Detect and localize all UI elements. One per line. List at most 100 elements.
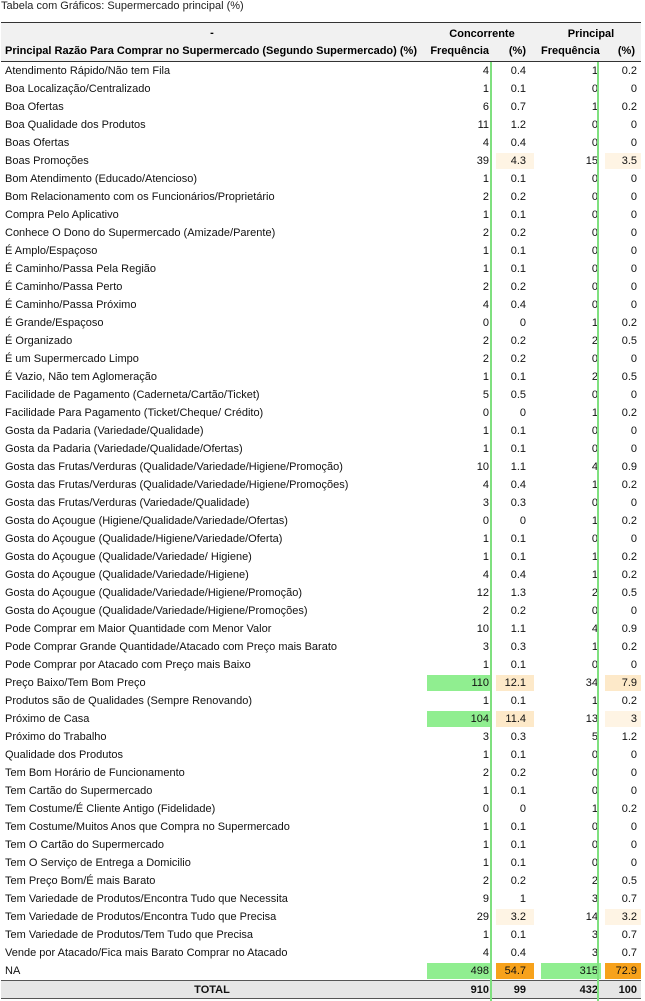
cell-pct-principal: 0.2 <box>621 695 637 707</box>
table-row[interactable]: Preço Baixo/Tem Bom Preço 110 12.1 34 7.9 <box>1 674 641 692</box>
table-row[interactable]: É Amplo/Espaçoso 1 0.1 0 0 <box>1 242 641 260</box>
cell-freq-concorrente: 1 <box>482 209 489 221</box>
cell-freq-concorrente: 0 <box>482 515 489 527</box>
row-label: Facilidade Para Pagamento (Ticket/Cheque… <box>5 407 264 419</box>
header-group-principal[interactable]: Principal <box>567 28 615 40</box>
cell-freq-concorrente: 1 <box>482 839 489 851</box>
cell-pct-principal: 0.2 <box>621 407 637 419</box>
table-row[interactable]: Pode Comprar em Maior Quantidade com Men… <box>1 620 641 638</box>
table-row[interactable]: Gosta das Frutas/Verduras (Variedade/Qua… <box>1 494 641 512</box>
table-row[interactable]: É Vazio, Não tem Aglomeração 1 0.1 2 0.5 <box>1 368 641 386</box>
cell-pct-concorrente: 0.1 <box>510 425 526 437</box>
cell-highlight <box>496 711 534 727</box>
cell-pct-concorrente: 54.7 <box>496 963 534 979</box>
header-dash: - <box>210 27 214 39</box>
table-row[interactable]: Tem O Serviço de Entrega a Domicilio 1 0.1… <box>1 854 641 872</box>
cell-freq-principal: 0 <box>591 263 598 275</box>
table-row[interactable]: Compra Pelo Aplicativo 1 0.1 0 0 <box>1 206 641 224</box>
table-row[interactable]: Tem Preço Bom/É mais Barato 2 0.2 2 0.5 <box>1 872 641 890</box>
table-row[interactable]: É Caminho/Passa Próximo 4 0.4 0 0 <box>1 296 641 314</box>
table-row[interactable]: É Caminho/Passa Perto 2 0.2 0 0 <box>1 278 641 296</box>
header-freq-principal[interactable]: Frequência <box>541 45 600 57</box>
table-row[interactable]: É Caminho/Passa Pela Região 1 0.1 0 0 <box>1 260 641 278</box>
table-row[interactable]: É Organizado 2 0.2 2 0.5 <box>1 332 641 350</box>
table-row[interactable]: É um Supermercado Limpo 2 0.2 0 0 <box>1 350 641 368</box>
table-row[interactable]: NA 498 54.7 315 72.9 <box>1 962 641 980</box>
header-freq-concorrente[interactable]: Frequência <box>430 45 489 57</box>
row-label: Tem Bom Horário de Funcionamento <box>5 767 185 779</box>
table-row[interactable]: Tem Bom Horário de Funcionamento 2 0.2 0 0 <box>1 764 641 782</box>
cell-pct-concorrente: 1 <box>519 893 526 905</box>
cell-freq-principal: 1 <box>591 569 598 581</box>
cell-freq-concorrente: 11 <box>477 119 489 131</box>
cell-freq-concorrente: 29 <box>476 911 489 923</box>
table-row[interactable]: Boa Ofertas 6 0.7 1 0.2 <box>1 98 641 116</box>
header-pct-concorrente[interactable]: (%) <box>508 45 526 57</box>
cell-freq-principal: 1 <box>591 65 598 77</box>
cell-pct-concorrente: 0 <box>519 515 526 527</box>
table-row[interactable]: Produtos são de Qualidades (Sempre Renov… <box>1 692 641 710</box>
cell-pct-concorrente: 0.2 <box>510 191 526 203</box>
table-row[interactable]: Gosta da Padaria (Variedade/Qualidade) 1 0… <box>1 422 641 440</box>
cell-freq-principal: 1 <box>591 803 598 815</box>
table-row[interactable]: Facilidade Para Pagamento (Ticket/Cheque… <box>1 404 641 422</box>
table-row[interactable]: Pode Comprar Grande Quantidade/Atacado c… <box>1 638 641 656</box>
row-label: Boas Promoções <box>5 155 89 167</box>
table-row[interactable]: Gosta da Padaria (Variedade/Qualidade/Of… <box>1 440 641 458</box>
table-row[interactable]: Conhece O Dono do Supermercado (Amizade/… <box>1 224 641 242</box>
table-row[interactable]: Próximo de Casa 104 11.4 13 3 <box>1 710 641 728</box>
row-label: Tem O Serviço de Entrega a Domicilio <box>5 857 191 869</box>
cell-pct-principal: 0 <box>630 173 637 185</box>
table-row[interactable]: Boa Qualidade dos Produtos 11 1.2 0 0 <box>1 116 641 134</box>
header-group-concorrente[interactable]: Concorrente <box>449 28 515 40</box>
table-row[interactable]: Tem Variedade de Produtos/Encontra Tudo … <box>1 890 641 908</box>
table-row[interactable]: Boas Promoções 39 4.3 15 3.5 <box>1 152 641 170</box>
cell-freq-concorrente: 498 <box>427 963 492 979</box>
table-row[interactable]: Vende por Atacado/Fica mais Barato Compr… <box>1 944 641 962</box>
table-row[interactable]: Boas Ofertas 4 0.4 0 0 <box>1 134 641 152</box>
table-row[interactable]: Gosta das Frutas/Verduras (Qualidade/Var… <box>1 476 641 494</box>
table-row[interactable]: Tem Costume/É Cliente Antigo (Fidelidade… <box>1 800 641 818</box>
cell-pct-principal: 0 <box>630 785 637 797</box>
table-row[interactable]: Bom Relacionamento com os Funcionários/P… <box>1 188 641 206</box>
table-row[interactable]: Próximo do Trabalho 3 0.3 5 1.2 <box>1 728 641 746</box>
cell-freq-principal: 3 <box>591 947 598 959</box>
table-row[interactable]: Gosta do Açougue (Qualidade/Variedade/Hi… <box>1 602 641 620</box>
table-row[interactable]: Bom Atendimento (Educado/Atencioso) 1 0.1 0… <box>1 170 641 188</box>
table-row[interactable]: Pode Comprar por Atacado com Preço mais … <box>1 656 641 674</box>
cell-pct-concorrente: 0.2 <box>510 875 526 887</box>
table-row[interactable]: Tem Variedade de Produtos/Encontra Tudo … <box>1 908 641 926</box>
table-row[interactable]: Facilidade de Pagamento (Caderneta/Cartã… <box>1 386 641 404</box>
table-row[interactable]: Tem Variedade de Produtos/Tem Tudo que P… <box>1 926 641 944</box>
cell-freq-principal: 0 <box>591 209 598 221</box>
table-row[interactable]: Gosta das Frutas/Verduras (Qualidade/Var… <box>1 458 641 476</box>
row-label: Gosta do Açougue (Qualidade/Variedade/Hi… <box>5 587 302 599</box>
table-row[interactable]: Atendimento Rápido/Não tem Fila 4 0.4 1 0.2 <box>1 62 641 80</box>
cell-pct-concorrente: 0.1 <box>510 173 526 185</box>
row-label: Gosta da Padaria (Variedade/Qualidade) <box>5 425 204 437</box>
cell-pct-concorrente: 11.4 <box>496 711 534 727</box>
table-row[interactable]: Gosta do Açougue (Qualidade/Variedade/Hi… <box>1 566 641 584</box>
table-row[interactable]: Gosta do Açougue (Qualidade/Variedade/Hi… <box>1 584 641 602</box>
table-row[interactable]: Tem Cartão do Supermercado 1 0.1 0 0 <box>1 782 641 800</box>
table-row[interactable]: É Grande/Espaçoso 0 0 1 0.2 <box>1 314 641 332</box>
principal-bar-baseline <box>597 62 599 1001</box>
cell-freq-concorrente: 1 <box>482 371 489 383</box>
table-row[interactable]: Gosta do Açougue (Qualidade/Higiene/Vari… <box>1 530 641 548</box>
header-pct-principal[interactable]: (%) <box>617 45 635 57</box>
table-row[interactable]: Qualidade dos Produtos 1 0.1 0 0 <box>1 746 641 764</box>
cell-pct-principal: 0 <box>630 227 637 239</box>
cell-highlight <box>605 963 641 979</box>
table-row[interactable]: Boa Localização/Centralizado 1 0.1 0 0 <box>1 80 641 98</box>
table-row[interactable]: Gosta do Açougue (Qualidade/Variedade/ H… <box>1 548 641 566</box>
cell-freq-concorrente: 1 <box>482 533 489 545</box>
row-label: É Caminho/Passa Perto <box>5 281 123 293</box>
cell-freq-concorrente: 10 <box>476 461 489 473</box>
row-label: Pode Comprar Grande Quantidade/Atacado c… <box>5 641 338 653</box>
cell-freq-principal: 0 <box>591 137 598 149</box>
table-row[interactable]: Gosta do Açougue (Higiene/Qualidade/Vari… <box>1 512 641 530</box>
table-row[interactable]: Tem Costume/Muitos Anos que Compra no Su… <box>1 818 641 836</box>
cell-freq-concorrente: 1 <box>482 785 489 797</box>
header-row-label: Principal Razão Para Comprar no Supermer… <box>5 45 417 57</box>
table-row[interactable]: Tem O Cartão do Supermercado 1 0.1 0 0 <box>1 836 641 854</box>
